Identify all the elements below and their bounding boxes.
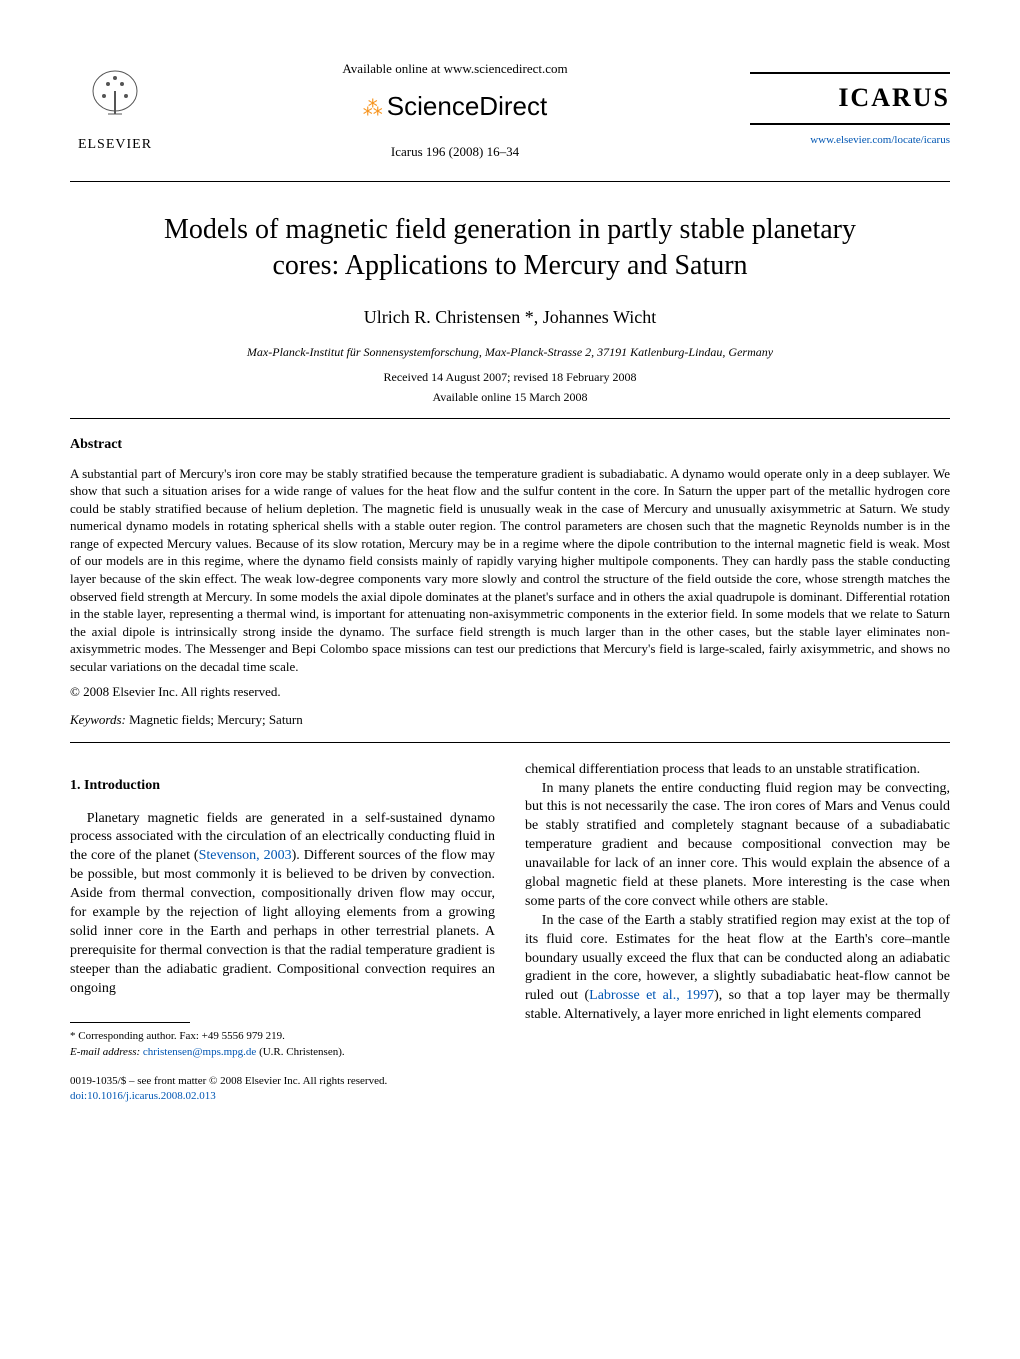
intro-paragraph-1: Planetary magnetic fields are generated … <box>70 810 495 999</box>
email-label: E-mail address: <box>70 1046 140 1058</box>
article-received: Received 14 August 2007; revised 18 Febr… <box>70 369 950 386</box>
header-divider <box>70 181 950 182</box>
publisher-logo: ELSEVIER <box>70 66 160 155</box>
email-person: (U.R. Christensen). <box>256 1046 344 1058</box>
right-paragraph-1: In many planets the entire conducting fl… <box>525 780 950 912</box>
journal-name: ICARUS <box>750 72 950 124</box>
right-paragraph-0: chemical differentiation process that le… <box>525 761 950 780</box>
sciencedirect-icon: ⁂ <box>363 98 383 120</box>
abstract-text: A substantial part of Mercury's iron cor… <box>70 465 950 676</box>
journal-header: ICARUS www.elsevier.com/locate/icarus <box>750 72 950 148</box>
intro-heading: 1. Introduction <box>70 777 495 796</box>
right-column: chemical differentiation process that le… <box>525 761 950 1104</box>
abstract-keywords: Keywords: Magnetic fields; Mercury; Satu… <box>70 711 950 729</box>
body-columns: 1. Introduction Planetary magnetic field… <box>70 761 950 1104</box>
publisher-name: ELSEVIER <box>70 135 160 155</box>
elsevier-tree-icon <box>70 66 160 133</box>
email-footnote: E-mail address: christensen@mps.mpg.de (… <box>70 1045 495 1060</box>
author-email[interactable]: christensen@mps.mpg.de <box>143 1046 256 1058</box>
journal-reference: Icarus 196 (2008) 16–34 <box>160 143 750 161</box>
article-authors: Ulrich R. Christensen *, Johannes Wicht <box>70 305 950 330</box>
corresponding-author: * Corresponding author. Fax: +49 5556 97… <box>70 1029 495 1044</box>
keywords-label: Keywords: <box>70 712 126 727</box>
abstract-copyright: © 2008 Elsevier Inc. All rights reserved… <box>70 683 950 701</box>
citation-stevenson[interactable]: Stevenson, 2003 <box>199 848 292 863</box>
center-header: Available online at www.sciencedirect.co… <box>160 60 750 161</box>
abstract-bottom-divider <box>70 742 950 743</box>
doi-link[interactable]: doi:10.1016/j.icarus.2008.02.013 <box>70 1089 495 1104</box>
article-title: Models of magnetic field generation in p… <box>130 212 890 285</box>
citation-labrosse[interactable]: Labrosse et al., 1997 <box>589 988 714 1003</box>
p1-text-b: ). Different sources of the flow may be … <box>70 848 495 995</box>
right-paragraph-2: In the case of the Earth a stably strati… <box>525 912 950 1025</box>
abstract-top-divider <box>70 418 950 419</box>
platform-logo: ⁂ScienceDirect <box>160 88 750 124</box>
keywords-text: Magnetic fields; Mercury; Saturn <box>126 712 303 727</box>
page-header: ELSEVIER Available online at www.science… <box>70 60 950 161</box>
platform-name: ScienceDirect <box>387 91 547 121</box>
article-affiliation: Max-Planck-Institut für Sonnensystemfors… <box>70 344 950 361</box>
left-column: 1. Introduction Planetary magnetic field… <box>70 761 495 1104</box>
footnote-separator <box>70 1022 190 1023</box>
front-matter: 0019-1035/$ – see front matter © 2008 El… <box>70 1074 495 1089</box>
article-available: Available online 15 March 2008 <box>70 389 950 406</box>
available-online-text: Available online at www.sciencedirect.co… <box>160 60 750 78</box>
journal-url[interactable]: www.elsevier.com/locate/icarus <box>750 133 950 148</box>
abstract-heading: Abstract <box>70 435 950 455</box>
